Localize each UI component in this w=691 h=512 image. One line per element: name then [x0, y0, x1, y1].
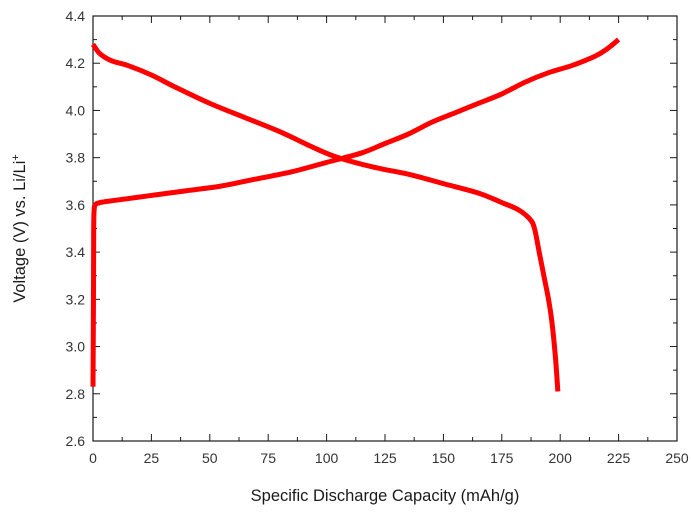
- series-layer: [90, 37, 621, 392]
- y-tick-label: 3.6: [66, 197, 86, 213]
- y-tick-label: 3.8: [66, 150, 86, 166]
- y-axis-title-superscript: +: [10, 154, 22, 160]
- y-tick-label: 4.2: [66, 55, 86, 71]
- y-axis-ticks: 2.6 2.8 3.0 3.2 3.4 3.6 3.8 4.0 4.2 4.4: [66, 8, 677, 449]
- x-tick-label: 125: [373, 450, 397, 466]
- x-tick-label: 100: [315, 450, 339, 466]
- y-tick-label: 4.0: [66, 102, 86, 118]
- y-tick-label: 2.8: [66, 386, 86, 402]
- y-tick-label: 3.4: [66, 244, 86, 260]
- x-tick-label: 0: [89, 450, 97, 466]
- x-axis-title: Specific Discharge Capacity (mAh/g): [251, 487, 520, 505]
- series-line-2: [90, 42, 561, 392]
- x-tick-label: 50: [202, 450, 218, 466]
- x-tick-label: 25: [144, 450, 160, 466]
- y-tick-label: 3.2: [66, 291, 86, 307]
- x-tick-label: 175: [490, 450, 514, 466]
- x-tick-label: 225: [607, 450, 631, 466]
- x-tick-label: 250: [665, 450, 689, 466]
- y-tick-label: 4.4: [66, 8, 86, 24]
- y-axis-title-main: Voltage (V) vs. Li/Li: [11, 161, 29, 303]
- series-line-1: [90, 37, 621, 387]
- x-tick-label: 200: [549, 450, 573, 466]
- x-tick-label: 75: [260, 450, 276, 466]
- x-axis-ticks: 0 25 50 75 100 125 150 175 200 225 250: [89, 16, 689, 466]
- x-tick-label: 150: [432, 450, 456, 466]
- y-tick-label: 2.6: [66, 433, 86, 449]
- y-axis-title: Voltage (V) vs. Li/Li+: [10, 154, 29, 303]
- y-tick-label: 3.0: [66, 339, 86, 355]
- plot-frame: [92, 15, 678, 442]
